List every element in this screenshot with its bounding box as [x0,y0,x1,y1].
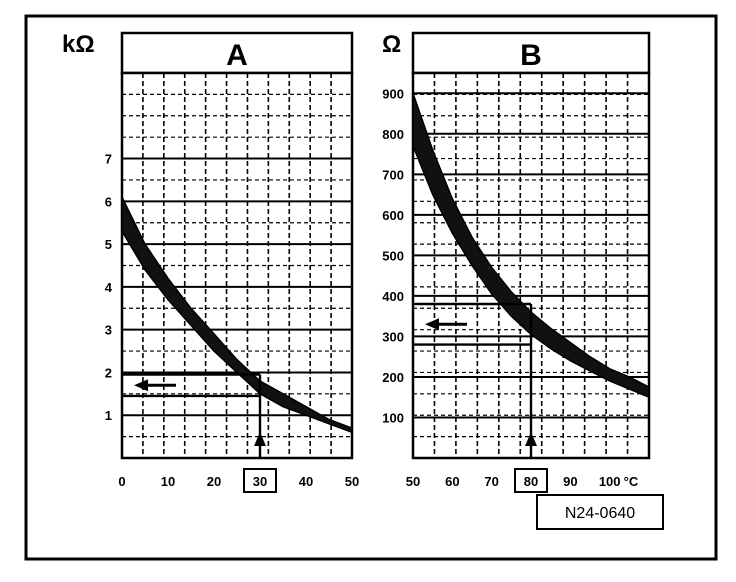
panel-b-y-tick-label: 300 [382,329,404,344]
panel-a-y-tick-label: 7 [105,152,112,167]
panel-a-title: A [226,39,248,72]
panel-b-curve-band [412,93,650,399]
panel-b-x-tick-label: 60 [445,474,459,489]
panel-b-title-box [411,31,651,75]
panel-b-y-tick-label: 400 [382,289,404,304]
panel-a-x-tick-label: 20 [207,474,221,489]
panel-a-y-tick-label: 6 [105,194,112,209]
panel-b-left-arrow-icon [425,318,439,331]
panel-a-y-tick-label: 4 [105,280,113,295]
panel-a-x-tick-label: 40 [299,474,313,489]
panel-b-x-tick-label: 80 [524,474,538,489]
panel-a-y-tick-label: 5 [105,237,112,252]
panel-a-y-tick-label: 3 [105,323,112,338]
panel-b-x-tick-label: 70 [484,474,498,489]
panel-b-unit-label: Ω [382,31,401,58]
panel-a: kΩ A 1 2 3 4 5 6 7 0 10 20 30 40 50 [62,31,359,493]
panel-a-y-tick-label: 2 [105,365,112,380]
panel-b-x-tick-label: 50 [406,474,420,489]
panel-a-title-box [120,31,354,75]
figure-id-box [536,494,664,530]
panel-a-curve-band [121,196,353,434]
panel-b-y-tick-label: 100 [382,410,404,425]
panel-a-left-arrow-icon [134,379,148,392]
panel-b-reading-tick-box [514,468,548,493]
panel-a-x-tick-label: 50 [345,474,359,489]
panel-b-y-tick-label: 700 [382,167,404,182]
panel-b-x-unit-label: °C [624,474,639,489]
panel-b: Ω B 100 200 300 400 500 600 700 800 900 50 60 70 80 9… [382,31,651,493]
panel-b-x-tick-label: 100 [599,474,621,489]
panel-a-reading-tick-box [243,468,277,493]
panel-b-y-tick-label: 600 [382,208,404,223]
panel-b-x-tick-label: 90 [563,474,577,489]
panel-b-y-tick-label: 800 [382,127,404,142]
panel-a-x-tick-label: 30 [253,474,267,489]
panel-b-plot: 100 200 300 400 500 600 700 800 900 50 60 70 80 90 100… [382,71,651,493]
panel-a-y-tick-label: 1 [105,408,112,423]
panel-b-title: B [520,39,542,72]
panel-b-y-tick-label: 200 [382,370,404,385]
panel-a-up-arrow-icon [254,432,266,446]
panel-a-unit-label: kΩ [62,31,95,58]
panel-a-plot: 1 2 3 4 5 6 7 0 10 20 30 40 50 [105,71,359,493]
panel-a-x-tick-label: 0 [118,474,125,489]
panel-b-y-tick-label: 900 [382,86,404,101]
panel-b-y-tick-label: 500 [382,248,404,263]
panel-a-x-tick-label: 10 [161,474,175,489]
figure-id: N24-0640 [565,505,635,522]
panel-b-up-arrow-icon [525,432,537,446]
